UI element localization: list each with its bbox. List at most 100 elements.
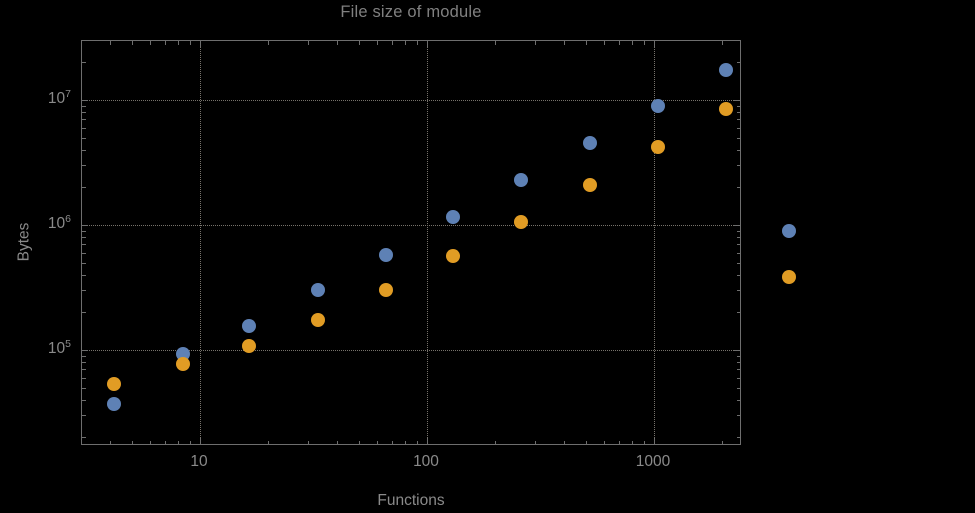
y-axis-minor-tick — [736, 230, 740, 232]
x-axis-minor-tick — [632, 440, 633, 444]
y-axis-minor-tick — [736, 262, 740, 264]
x-axis-minor-tick — [109, 41, 111, 45]
data-point[interactable] — [379, 283, 394, 298]
y-axis-minor-tick — [82, 119, 86, 121]
x-axis-minor-tick — [391, 440, 393, 444]
data-point[interactable] — [582, 136, 597, 151]
x-gridline — [427, 41, 428, 444]
x-axis-minor-tick — [405, 440, 406, 444]
x-axis-tick — [654, 41, 655, 47]
y-axis-minor-tick — [82, 127, 86, 129]
x-axis-minor-tick — [308, 440, 310, 444]
x-axis-minor-tick — [535, 41, 537, 45]
x-axis-minor-tick — [535, 440, 537, 444]
y-axis-minor-tick — [82, 369, 86, 371]
x-axis-minor-tick — [603, 440, 605, 444]
y-axis-tick — [82, 350, 88, 351]
data-point[interactable] — [445, 249, 460, 264]
data-point-outside-frame[interactable] — [782, 269, 796, 284]
data-point[interactable] — [582, 177, 597, 192]
x-axis-tick — [200, 438, 201, 444]
page-title: File size of module — [340, 3, 482, 21]
x-axis-minor-tick — [376, 41, 378, 45]
y-axis-tick — [734, 100, 740, 101]
x-axis-tick-label: 10 — [190, 453, 208, 470]
y-axis-minor-tick — [82, 262, 86, 264]
x-axis-minor-tick — [189, 41, 191, 45]
data-point[interactable] — [719, 101, 734, 116]
y-axis-minor-tick — [736, 399, 740, 401]
y-axis-minor-tick — [82, 187, 86, 189]
y-axis-minor-tick — [82, 137, 86, 139]
y-gridline — [82, 350, 740, 351]
y-axis-minor-tick — [82, 415, 86, 417]
x-axis-minor-tick — [164, 41, 166, 45]
x-axis-minor-tick — [643, 440, 645, 444]
x-axis-minor-tick — [336, 41, 338, 45]
x-axis-tick-label: 1000 — [635, 453, 671, 470]
data-point[interactable] — [310, 312, 325, 327]
data-point[interactable] — [514, 172, 529, 187]
y-axis-minor-tick — [736, 244, 740, 246]
data-point[interactable] — [242, 319, 257, 334]
data-point[interactable] — [175, 357, 190, 372]
y-axis-minor-tick — [82, 437, 86, 439]
data-point[interactable] — [107, 377, 122, 392]
x-axis-minor-tick — [585, 41, 587, 45]
x-axis-minor-tick — [495, 41, 497, 45]
data-point[interactable] — [650, 140, 665, 155]
y-axis-minor-tick — [82, 290, 86, 292]
data-point[interactable] — [310, 283, 325, 298]
y-axis-tick-label: 105 — [47, 337, 71, 357]
y-axis-minor-tick — [82, 105, 86, 107]
y-axis-tick-label: 106 — [47, 212, 71, 232]
x-axis-minor-tick — [308, 41, 310, 45]
y-axis-minor-tick — [736, 377, 740, 379]
y-axis-minor-tick — [736, 252, 740, 254]
y-axis-minor-tick — [82, 230, 86, 232]
data-point[interactable] — [650, 98, 665, 113]
x-axis-minor-tick — [391, 41, 393, 45]
y-axis-minor-tick — [736, 112, 740, 114]
x-axis-minor-tick — [722, 440, 724, 444]
y-axis-minor-tick — [736, 237, 740, 239]
x-axis-minor-tick — [358, 41, 360, 45]
y-axis-minor-tick — [736, 119, 740, 121]
x-axis-minor-tick — [358, 440, 360, 444]
y-axis-minor-tick — [736, 149, 740, 151]
y-axis-tick — [734, 225, 740, 226]
y-axis-minor-tick — [736, 187, 740, 189]
data-point[interactable] — [719, 62, 734, 77]
y-axis-minor-tick — [82, 362, 86, 364]
y-axis-minor-tick — [82, 252, 86, 254]
y-axis-minor-tick — [736, 415, 740, 417]
y-axis-minor-tick — [736, 362, 740, 364]
x-axis-minor-tick — [585, 440, 587, 444]
y-axis-minor-tick — [82, 355, 86, 357]
x-axis-minor-tick — [563, 440, 565, 444]
y-axis-title: Bytes — [15, 222, 33, 262]
y-axis-minor-tick — [736, 105, 740, 107]
data-point-outside-frame[interactable] — [782, 223, 796, 238]
x-axis-minor-tick — [618, 41, 620, 45]
y-axis-minor-tick — [82, 244, 86, 246]
data-point[interactable] — [445, 210, 460, 225]
x-axis-minor-tick — [189, 440, 191, 444]
y-axis-minor-tick — [82, 312, 86, 314]
y-axis-minor-tick — [82, 377, 86, 379]
x-axis-minor-tick — [643, 41, 645, 45]
x-axis-minor-tick — [178, 41, 179, 45]
x-axis-minor-tick — [268, 440, 270, 444]
data-point[interactable] — [242, 339, 257, 354]
data-point[interactable] — [514, 214, 529, 229]
x-axis-minor-tick — [405, 41, 406, 45]
x-axis-title: Functions — [377, 492, 445, 509]
x-gridline — [654, 41, 655, 444]
y-axis-minor-tick — [82, 237, 86, 239]
data-point[interactable] — [379, 247, 394, 262]
x-axis-minor-tick — [563, 41, 565, 45]
x-gridline — [200, 41, 201, 444]
data-point[interactable] — [107, 396, 122, 411]
y-axis-minor-tick — [82, 387, 86, 389]
y-axis-minor-tick — [736, 137, 740, 139]
